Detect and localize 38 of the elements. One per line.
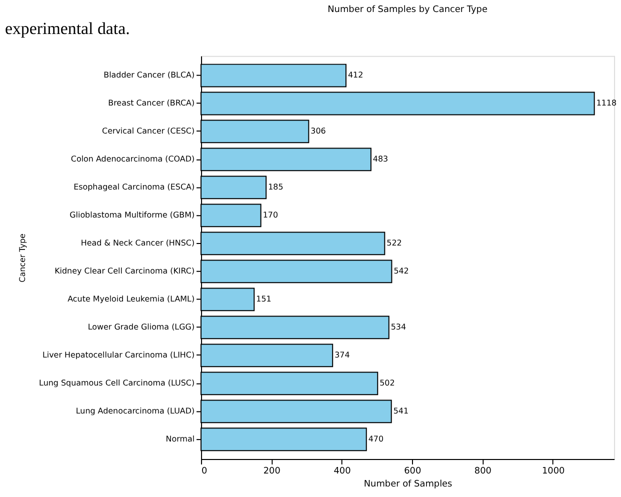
y-tick-label: Glioblastoma Multiforme (GBM) — [70, 210, 195, 220]
x-tick-label: 600 — [404, 466, 422, 476]
y-tick-label: Kidney Clear Cell Carcinoma (KIRC) — [54, 266, 195, 276]
text: experimental data. — [4, 19, 130, 38]
y-tick-label: Acute Myeloid Leukemia (LAML) — [68, 294, 195, 304]
y-tick-label: Lower Grade Glioma (LGG) — [88, 322, 195, 332]
data-label: 1118 — [596, 98, 617, 108]
x-tick-label: 0 — [202, 466, 208, 476]
data-label: 542 — [394, 266, 409, 276]
x-axis-title: Number of Samples — [364, 479, 453, 490]
y-tick-label: Bladder Cancer (BLCA) — [104, 70, 195, 80]
data-label: 470 — [368, 434, 384, 444]
y-tick-label: Lung Squamous Cell Carcinoma (LUSC) — [39, 378, 195, 388]
data-label: 502 — [380, 378, 395, 388]
data-label: 522 — [386, 238, 402, 248]
x-tick-label: 200 — [263, 466, 281, 476]
data-label: 185 — [268, 182, 284, 192]
x-tick-label: 400 — [334, 466, 352, 476]
y-tick-label: Breast Cancer (BRCA) — [108, 98, 195, 108]
y-tick-label: Colon Adenocarcinoma (COAD) — [70, 154, 195, 164]
chart-title: Number of Samples by Cancer Type — [328, 5, 488, 16]
y-tick-label: Lung Adenocarcinoma (LUAD) — [76, 406, 195, 416]
y-tick-label: Cervical Cancer (CESC) — [102, 126, 195, 136]
data-label: 534 — [390, 322, 406, 332]
data-label: 541 — [393, 406, 409, 416]
data-label: 306 — [310, 126, 326, 136]
data-label: 170 — [262, 210, 278, 220]
x-tick-label: 800 — [474, 466, 492, 476]
data-label: 151 — [256, 294, 272, 304]
data-label: 412 — [348, 70, 364, 80]
x-tick-label: 1000 — [542, 466, 566, 476]
data-label: 374 — [334, 350, 350, 360]
y-tick-label: Normal — [166, 434, 195, 444]
data-label: 483 — [372, 154, 388, 164]
y-axis-title: Cancer Type — [18, 233, 27, 282]
y-tick-label: Esophageal Carcinoma (ESCA) — [74, 182, 195, 192]
y-tick-label: Head & Neck Cancer (HNSC) — [80, 238, 195, 248]
y-tick-label: Liver Hepatocellular Carcinoma (LIHC) — [42, 350, 195, 360]
